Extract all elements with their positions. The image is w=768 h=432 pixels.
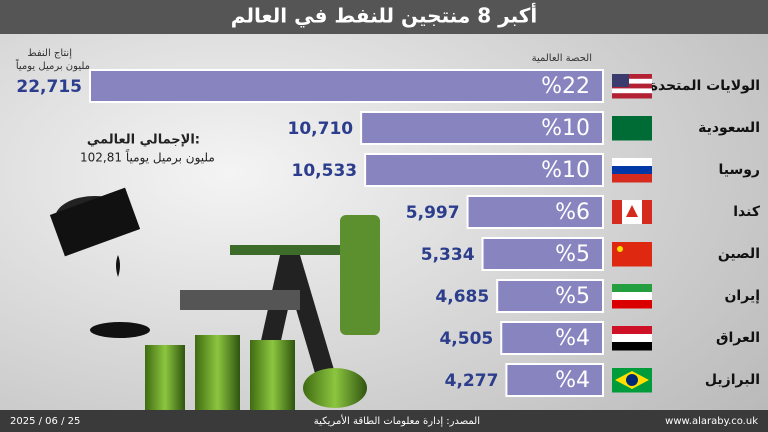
illustration — [49, 187, 380, 410]
bar — [496, 279, 605, 313]
category-label: البرازيل — [705, 372, 760, 388]
category-label: الصين — [718, 246, 760, 262]
value-header: إنتاج النفط — [27, 48, 72, 59]
flag — [626, 205, 638, 217]
total-title: الإجمالي العالمي: — [87, 133, 200, 148]
value-label: 4,505 — [439, 329, 493, 349]
title: أكبر 8 منتجين للنفط في العالم — [231, 2, 537, 29]
category-label: العراق — [716, 330, 760, 346]
bar — [505, 363, 605, 397]
category-label: الولايات المتحدة — [650, 78, 760, 94]
flag — [612, 116, 652, 141]
share-label: %10 — [541, 158, 590, 183]
category-label: كندا — [733, 204, 761, 220]
source: المصدر: إدارة معلومات الطاقة الأمريكية — [314, 414, 480, 427]
value-label: 10,710 — [288, 119, 354, 139]
share-label: %22 — [541, 74, 590, 99]
bar — [364, 153, 604, 187]
bar — [500, 321, 605, 355]
total-label: 102,81 مليون برميل يومياً — [80, 149, 215, 166]
category-label: روسيا — [718, 162, 760, 178]
flag — [612, 200, 622, 224]
category-label: إيران — [724, 288, 760, 304]
share-label: %4 — [555, 368, 590, 393]
flag — [612, 284, 652, 293]
value-header: مليون برميل يومياً — [16, 58, 90, 72]
flag — [617, 246, 623, 252]
bar — [89, 69, 604, 103]
flag — [612, 93, 652, 99]
footer-bar — [0, 410, 768, 432]
flag — [612, 78, 652, 85]
flag — [612, 292, 652, 301]
share-header: الحصة العالمية — [532, 53, 592, 64]
flag — [612, 74, 629, 87]
bar — [481, 237, 604, 271]
flag — [612, 158, 652, 167]
flag — [612, 74, 652, 80]
value-label: 10,533 — [292, 161, 358, 181]
value-label: 5,997 — [406, 203, 460, 223]
flag — [626, 374, 638, 386]
flag — [612, 166, 652, 175]
value-label: 5,334 — [421, 245, 475, 265]
flag — [612, 174, 652, 183]
flag — [612, 83, 652, 89]
share-label: %5 — [555, 284, 590, 309]
title-bar — [0, 0, 768, 34]
share-label: %5 — [555, 242, 590, 267]
flag — [612, 300, 652, 309]
date: 2025 / 06 / 25 — [10, 416, 80, 427]
bar — [466, 195, 605, 229]
value-label: 4,685 — [435, 287, 489, 307]
flag — [612, 326, 652, 335]
share-label: %6 — [555, 200, 590, 225]
website: www.alaraby.co.uk — [665, 416, 758, 427]
flag — [642, 200, 652, 224]
bar — [360, 111, 604, 145]
share-label: %10 — [541, 116, 590, 141]
value-label: 4,277 — [445, 371, 499, 391]
flag — [612, 334, 652, 343]
flag — [612, 88, 652, 94]
share-label: %4 — [555, 326, 590, 351]
category-label: السعودية — [698, 120, 760, 136]
flag — [612, 342, 652, 351]
flag — [612, 242, 652, 267]
value-label: 22,715 — [16, 77, 82, 97]
